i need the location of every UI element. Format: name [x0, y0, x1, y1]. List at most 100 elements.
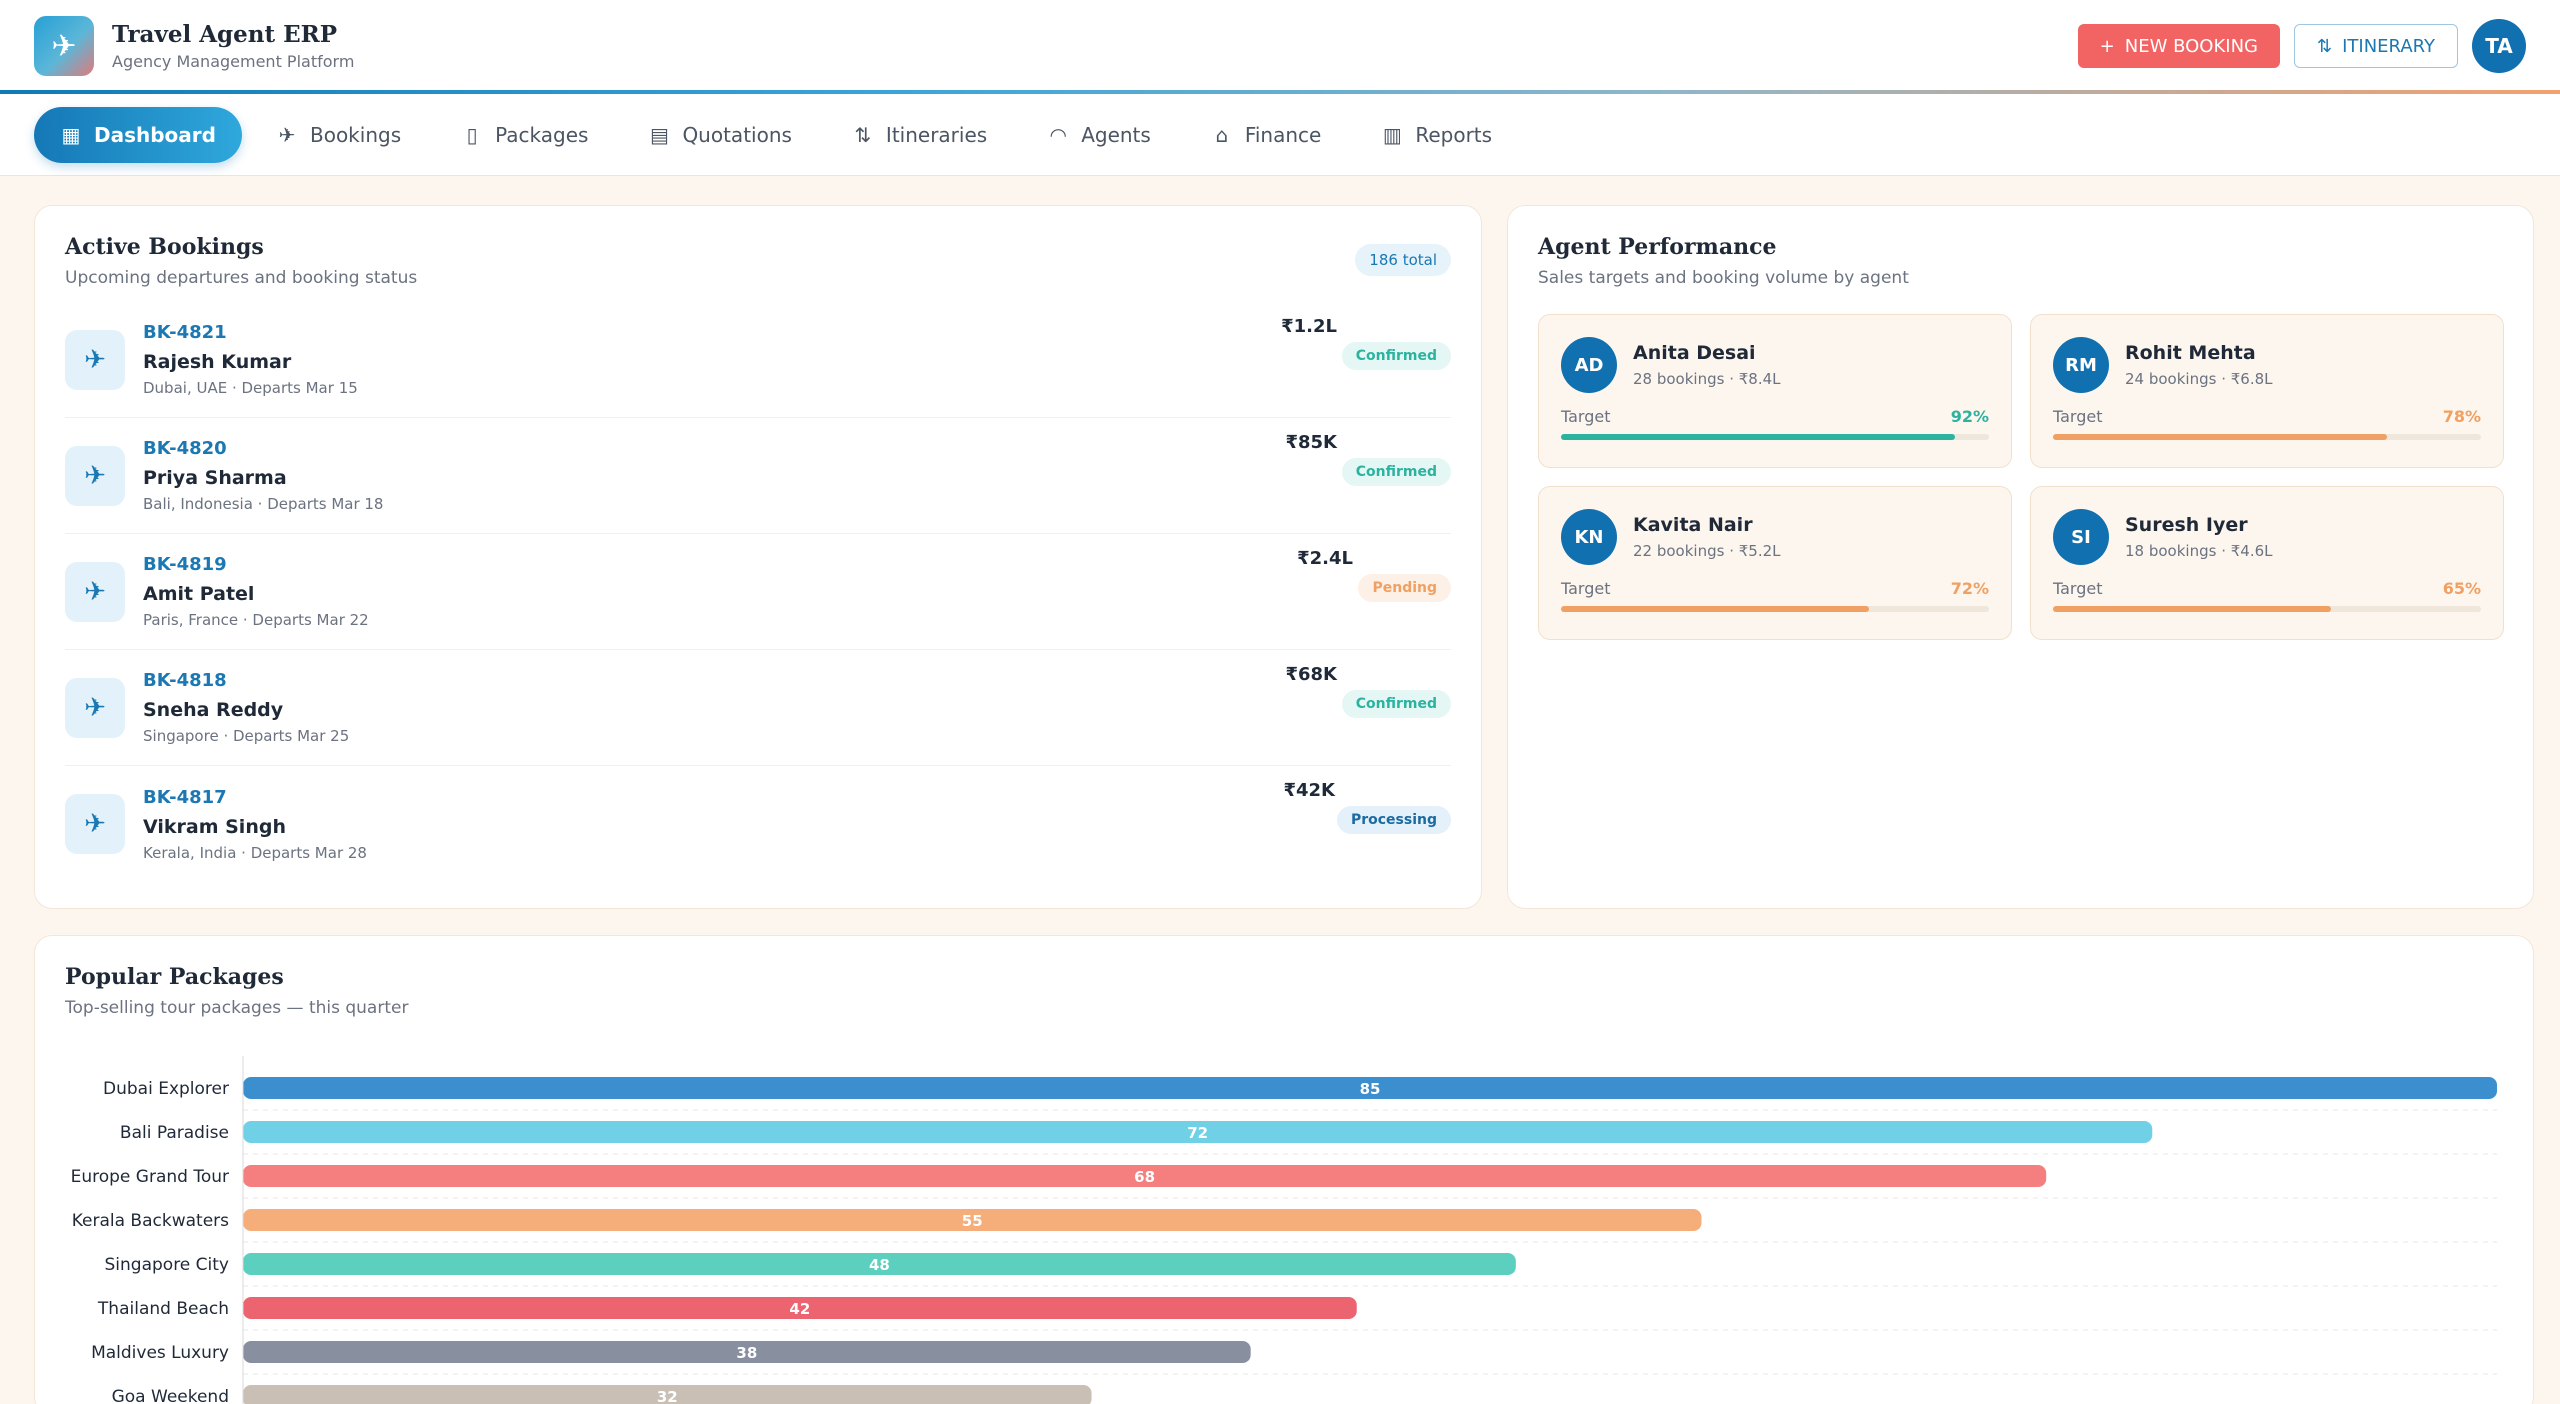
value-label: 85 — [1360, 1080, 1381, 1098]
agent-card[interactable]: AD Anita Desai 28 bookings · ₹8.4L Targe… — [1538, 314, 2012, 468]
tab-reports[interactable]: ▥ Reports — [1355, 107, 1518, 163]
new-booking-label: NEW BOOKING — [2124, 35, 2258, 57]
agent-card[interactable]: SI Suresh Iyer 18 bookings · ₹4.6L Targe… — [2030, 486, 2504, 640]
target-progress-bar — [2053, 434, 2481, 440]
agent-name: Kavita Nair — [1633, 514, 1753, 536]
booking-id[interactable]: BK-4820 — [143, 438, 227, 459]
category-label: Goa Weekend — [112, 1387, 229, 1404]
progress-fill — [1561, 434, 1955, 440]
tab-itineraries[interactable]: ⇅ Itineraries — [826, 107, 1013, 163]
value-label: 68 — [1134, 1168, 1155, 1186]
category-label: Thailand Beach — [97, 1299, 229, 1319]
plane-icon: ✈ — [65, 445, 125, 506]
tab-finance[interactable]: ⌂ Finance — [1185, 107, 1348, 163]
card-title: Agent Performance — [1538, 234, 1777, 260]
active-bookings-card: Active Bookings Upcoming departures and … — [34, 205, 1482, 909]
header-actions: + NEW BOOKING ⇅ ITINERARY TA — [2077, 19, 2526, 73]
user-avatar[interactable]: TA — [2472, 19, 2526, 73]
tab-label: Dashboard — [94, 122, 216, 147]
agent-name: Anita Desai — [1633, 342, 1756, 364]
booking-amount: ₹1.2L — [1281, 316, 1337, 337]
customer-name: Priya Sharma — [143, 467, 287, 489]
progress-fill — [2053, 434, 2387, 440]
progress-fill — [1561, 606, 1870, 612]
bar — [243, 1209, 1702, 1231]
card-title: Active Bookings — [65, 234, 264, 260]
avatar: AD — [1561, 337, 1617, 393]
card-title: Popular Packages — [65, 964, 284, 990]
value-label: 42 — [789, 1300, 810, 1318]
packages-bar-chart: Dubai Explorer 85 Bali Paradise 72 Europe Gr… — [71, 1056, 2497, 1404]
booking-meta: Bali, Indonesia · Departs Mar 18 — [143, 495, 384, 513]
value-label: 55 — [962, 1212, 983, 1230]
target-label: Target — [2053, 407, 2103, 426]
itinerary-button[interactable]: ⇅ ITINERARY — [2294, 24, 2458, 68]
booking-row[interactable]: ✈ BK-4817 Vikram Singh Kerala, India · D… — [65, 766, 1451, 882]
plane-icon: ✈ — [278, 122, 296, 147]
tab-quotations[interactable]: ▤ Quotations — [622, 107, 817, 163]
agent-grid: AD Anita Desai 28 bookings · ₹8.4L Targe… — [1538, 314, 2504, 640]
agent-performance-card: Agent Performance Sales targets and book… — [1507, 205, 2534, 909]
booking-id[interactable]: BK-4817 — [143, 786, 227, 808]
brand: Travel Agent ERP Agency Management Platf… — [112, 21, 354, 71]
target-percent: 78% — [2442, 407, 2481, 426]
progress-fill — [2053, 606, 2332, 612]
tab-label: Reports — [1415, 122, 1493, 147]
booking-meta: Singapore · Departs Mar 25 — [143, 727, 350, 745]
booking-row[interactable]: ✈ BK-4818 Sneha Reddy Singapore · Depart… — [65, 650, 1451, 766]
agent-meta: 22 bookings · ₹5.2L — [1633, 542, 1781, 560]
agent-card[interactable]: KN Kavita Nair 22 bookings · ₹5.2L Targe… — [1538, 486, 2012, 640]
popular-packages-card: Popular Packages Top-selling tour packag… — [34, 935, 2534, 1404]
main-nav: ▦ Dashboard ✈ Bookings ▯ Packages ▤ Quot… — [0, 94, 2560, 176]
agent-name: Suresh Iyer — [2125, 514, 2248, 536]
bar — [243, 1385, 1092, 1404]
tab-label: Packages — [495, 122, 589, 147]
tab-label: Agents — [1081, 122, 1151, 147]
booking-amount: ₹68K — [1285, 664, 1337, 685]
booking-row[interactable]: ✈ BK-4819 Amit Patel Paris, France · Dep… — [65, 534, 1451, 650]
tab-bookings[interactable]: ✈ Bookings — [250, 107, 427, 163]
tab-packages[interactable]: ▯ Packages — [435, 107, 614, 163]
status-badge: Processing — [1336, 806, 1451, 834]
booking-list: ✈ BK-4821 Rajesh Kumar Dubai, UAE · Depa… — [65, 302, 1451, 882]
app-subtitle: Agency Management Platform — [112, 52, 355, 71]
booking-id[interactable]: BK-4818 — [143, 670, 227, 691]
category-label: Dubai Explorer — [103, 1079, 229, 1099]
tab-agents[interactable]: ◠ Agents — [1021, 107, 1177, 163]
plus-icon: + — [2099, 35, 2115, 57]
bar — [243, 1077, 2497, 1099]
booking-amount: ₹85K — [1285, 432, 1337, 453]
target-label: Target — [1561, 407, 1611, 426]
plane-icon: ✈ — [65, 561, 125, 622]
booking-row[interactable]: ✈ BK-4820 Priya Sharma Bali, Indonesia ·… — [65, 418, 1451, 534]
agent-card[interactable]: RM Rohit Mehta 24 bookings · ₹6.8L Targe… — [2030, 314, 2504, 468]
target-progress-bar — [2053, 606, 2481, 612]
total-badge: 186 total — [1355, 244, 1451, 276]
app-header: ✈ Travel Agent ERP Agency Management Pla… — [0, 0, 2560, 92]
tab-label: Quotations — [682, 122, 792, 147]
booking-amount: ₹2.4L — [1297, 548, 1353, 569]
booking-row[interactable]: ✈ BK-4821 Rajesh Kumar Dubai, UAE · Depa… — [65, 302, 1451, 418]
value-label: 38 — [736, 1344, 757, 1362]
target-label: Target — [2053, 579, 2103, 598]
customer-name: Sneha Reddy — [143, 699, 284, 721]
card-subtitle: Top-selling tour packages — this quarter — [65, 998, 409, 1018]
bar — [243, 1253, 1516, 1275]
itinerary-label: ITINERARY — [2342, 35, 2435, 57]
target-percent: 72% — [1950, 579, 1989, 598]
booking-id[interactable]: BK-4819 — [143, 554, 227, 575]
dashboard-icon: ▦ — [61, 122, 81, 147]
booking-id[interactable]: BK-4821 — [143, 322, 227, 343]
tab-label: Itineraries — [885, 122, 988, 147]
tab-dashboard[interactable]: ▦ Dashboard — [34, 106, 242, 163]
booking-meta: Kerala, India · Departs Mar 28 — [143, 843, 367, 862]
agent-meta: 24 bookings · ₹6.8L — [2125, 370, 2273, 388]
booking-meta: Paris, France · Departs Mar 22 — [143, 611, 369, 629]
customer-name: Rajesh Kumar — [143, 351, 292, 373]
bar — [243, 1341, 1251, 1363]
route-icon: ⇅ — [854, 122, 872, 147]
tab-label: Finance — [1244, 122, 1322, 147]
bar — [243, 1297, 1357, 1319]
plane-icon: ✈ — [65, 794, 125, 854]
new-booking-button[interactable]: + NEW BOOKING — [2077, 24, 2280, 68]
